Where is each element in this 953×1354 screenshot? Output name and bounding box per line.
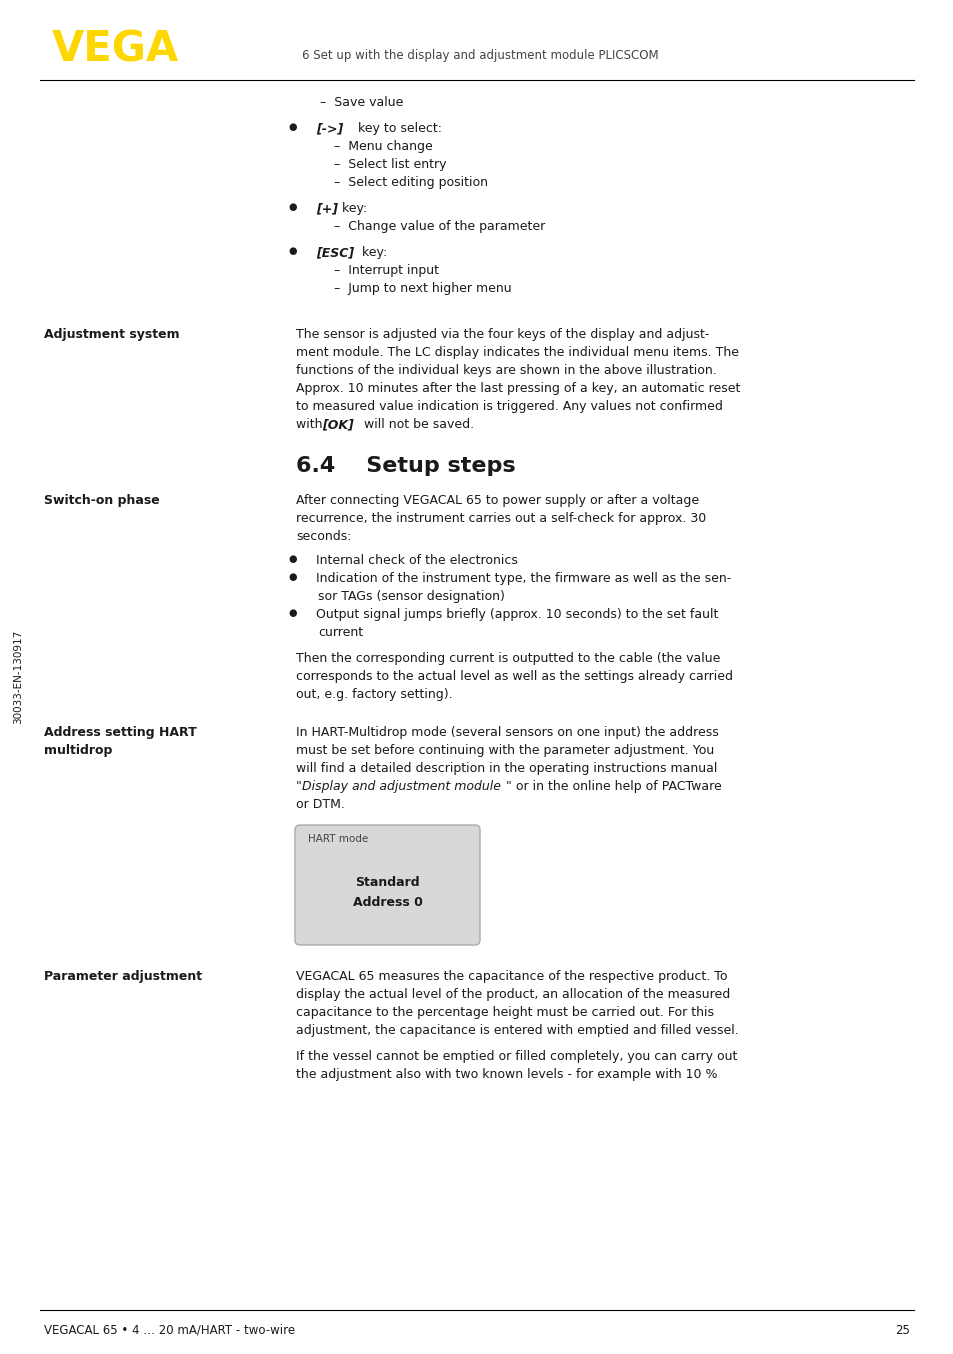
Text: Address setting HART: Address setting HART — [44, 726, 196, 739]
Text: After connecting VEGACAL 65 to power supply or after a voltage: After connecting VEGACAL 65 to power sup… — [295, 494, 699, 506]
Text: will find a detailed description in the operating instructions manual: will find a detailed description in the … — [295, 762, 717, 774]
Text: VEGACAL 65 • 4 … 20 mA/HART - two-wire: VEGACAL 65 • 4 … 20 mA/HART - two-wire — [44, 1323, 294, 1336]
Text: The sensor is adjusted via the four keys of the display and adjust-: The sensor is adjusted via the four keys… — [295, 328, 709, 341]
Text: ●: ● — [288, 571, 296, 582]
Text: Address 0: Address 0 — [353, 895, 422, 909]
Text: –  Select editing position: – Select editing position — [334, 176, 488, 190]
Text: ●: ● — [288, 246, 296, 256]
Text: –  Select list entry: – Select list entry — [334, 158, 446, 171]
Text: corresponds to the actual level as well as the settings already carried: corresponds to the actual level as well … — [295, 670, 732, 682]
Text: must be set before continuing with the parameter adjustment. You: must be set before continuing with the p… — [295, 743, 714, 757]
Text: –  Jump to next higher menu: – Jump to next higher menu — [334, 282, 511, 295]
Text: [OK]: [OK] — [322, 418, 354, 431]
Text: [ESC]: [ESC] — [315, 246, 354, 259]
Text: –  Menu change: – Menu change — [334, 139, 433, 153]
Text: Internal check of the electronics: Internal check of the electronics — [315, 554, 517, 567]
Text: key to select:: key to select: — [354, 122, 441, 135]
Text: display the actual level of the product, an allocation of the measured: display the actual level of the product,… — [295, 988, 729, 1001]
Text: to measured value indication is triggered. Any values not confirmed: to measured value indication is triggere… — [295, 399, 722, 413]
Text: Then the corresponding current is outputted to the cable (the value: Then the corresponding current is output… — [295, 653, 720, 665]
FancyBboxPatch shape — [294, 825, 479, 945]
Text: –  Interrupt input: – Interrupt input — [334, 264, 438, 278]
Text: [->]: [->] — [315, 122, 343, 135]
Text: ": " — [295, 780, 301, 793]
Text: ●: ● — [288, 122, 296, 131]
Text: sor TAGs (sensor designation): sor TAGs (sensor designation) — [317, 590, 504, 603]
Text: 25: 25 — [894, 1323, 909, 1336]
Text: –  Save value: – Save value — [319, 96, 403, 110]
Text: or DTM.: or DTM. — [295, 798, 345, 811]
Text: Output signal jumps briefly (approx. 10 seconds) to the set fault: Output signal jumps briefly (approx. 10 … — [315, 608, 718, 621]
Text: with: with — [295, 418, 326, 431]
Text: Parameter adjustment: Parameter adjustment — [44, 969, 202, 983]
Text: Standard: Standard — [355, 876, 419, 888]
Text: 30033-EN-130917: 30033-EN-130917 — [13, 630, 23, 724]
Text: Switch-on phase: Switch-on phase — [44, 494, 159, 506]
Text: key:: key: — [357, 246, 387, 259]
Text: Indication of the instrument type, the firmware as well as the sen-: Indication of the instrument type, the f… — [315, 571, 731, 585]
Text: ment module. The LC display indicates the individual menu items. The: ment module. The LC display indicates th… — [295, 347, 739, 359]
Text: In HART-Multidrop mode (several sensors on one input) the address: In HART-Multidrop mode (several sensors … — [295, 726, 718, 739]
Text: seconds:: seconds: — [295, 529, 351, 543]
Text: current: current — [317, 626, 363, 639]
Text: HART mode: HART mode — [308, 834, 368, 844]
Text: [+]: [+] — [315, 202, 337, 215]
Text: –  Change value of the parameter: – Change value of the parameter — [334, 219, 545, 233]
Text: multidrop: multidrop — [44, 743, 112, 757]
Text: the adjustment also with two known levels - for example with 10 %: the adjustment also with two known level… — [295, 1068, 717, 1080]
Text: Display and adjustment module: Display and adjustment module — [302, 780, 500, 793]
Text: ●: ● — [288, 608, 296, 617]
Text: VEGACAL 65 measures the capacitance of the respective product. To: VEGACAL 65 measures the capacitance of t… — [295, 969, 727, 983]
Text: 6.4    Setup steps: 6.4 Setup steps — [295, 456, 515, 477]
Text: key:: key: — [337, 202, 367, 215]
Text: recurrence, the instrument carries out a self-check for approx. 30: recurrence, the instrument carries out a… — [295, 512, 705, 525]
Text: Approx. 10 minutes after the last pressing of a key, an automatic reset: Approx. 10 minutes after the last pressi… — [295, 382, 740, 395]
Text: 6 Set up with the display and adjustment module PLICSCOM: 6 Set up with the display and adjustment… — [301, 49, 658, 61]
Text: ●: ● — [288, 554, 296, 565]
Text: " or in the online help of PACTware: " or in the online help of PACTware — [505, 780, 721, 793]
Text: Adjustment system: Adjustment system — [44, 328, 179, 341]
Text: If the vessel cannot be emptied or filled completely, you can carry out: If the vessel cannot be emptied or fille… — [295, 1049, 737, 1063]
Text: functions of the individual keys are shown in the above illustration.: functions of the individual keys are sho… — [295, 364, 716, 376]
Text: will not be saved.: will not be saved. — [359, 418, 474, 431]
Text: adjustment, the capacitance is entered with emptied and filled vessel.: adjustment, the capacitance is entered w… — [295, 1024, 738, 1037]
Text: VEGA: VEGA — [52, 28, 179, 70]
Text: out, e.g. factory setting).: out, e.g. factory setting). — [295, 688, 452, 701]
Text: ●: ● — [288, 202, 296, 213]
Text: capacitance to the percentage height must be carried out. For this: capacitance to the percentage height mus… — [295, 1006, 713, 1020]
